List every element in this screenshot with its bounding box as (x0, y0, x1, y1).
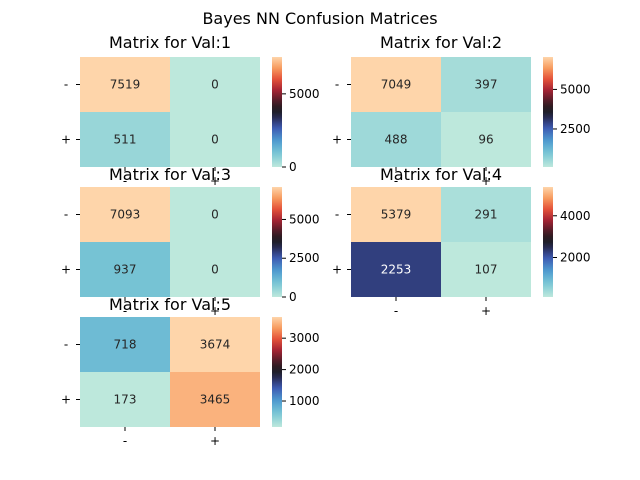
matrix-title: Matrix for Val:2 (380, 33, 502, 52)
colorbar (543, 57, 553, 167)
cell-value-label: 107 (475, 263, 498, 277)
matrix-cell (170, 242, 260, 297)
colorbar-tick-label: 2000 (289, 363, 320, 377)
matrix-cell (80, 57, 170, 112)
matrix-panel-3: Matrix for Val:3 7093 0 937 0 - + - +0 2500 5000 (61, 165, 320, 318)
y-tick-label: - (64, 78, 68, 92)
cell-value-label: 397 (475, 78, 498, 92)
cell-value-label: 7093 (110, 208, 141, 222)
colorbar-tick-label: 2000 (560, 251, 591, 265)
colorbar (543, 187, 553, 297)
x-tick-label: - (394, 304, 398, 318)
cell-value-label: 7519 (110, 78, 141, 92)
y-tick-label: - (335, 208, 339, 222)
cell-value-label: 0 (211, 208, 219, 222)
matrix-title: Matrix for Val:1 (109, 33, 231, 52)
matrix-cell (351, 242, 441, 297)
y-tick-label: + (61, 393, 71, 407)
matrix-panel-5: Matrix for Val:5 718 3674 173 3465 - + - +1000 20… (61, 295, 320, 448)
matrix-cell (80, 372, 170, 427)
cell-value-label: 3465 (200, 393, 231, 407)
colorbar-tick-label: 0 (289, 290, 297, 304)
x-tick-label: - (123, 304, 127, 318)
matrix-cell (80, 187, 170, 242)
cell-value-label: 937 (114, 263, 137, 277)
matrix-title: Matrix for Val:5 (109, 295, 231, 314)
matrix-cell (441, 242, 531, 297)
x-tick-label: + (210, 304, 220, 318)
matrix-cell (80, 242, 170, 297)
colorbar-tick-label: 3000 (289, 331, 320, 345)
cell-value-label: 511 (114, 133, 137, 147)
cell-value-label: 7049 (381, 78, 412, 92)
matrix-cell (441, 112, 531, 167)
matrix-panel-1: Matrix for Val:1 7519 0 511 0 - + - +0 5000 (61, 33, 320, 188)
y-tick-label: + (332, 133, 342, 147)
y-tick-label: - (64, 208, 68, 222)
colorbar-tick-label: 1000 (289, 394, 320, 408)
cell-value-label: 2253 (381, 263, 412, 277)
x-tick-label: + (481, 304, 491, 318)
x-tick-label: - (123, 434, 127, 448)
matrix-cell (351, 57, 441, 112)
colorbar-tick-label: 5000 (560, 82, 591, 96)
cell-value-label: 173 (114, 393, 137, 407)
x-tick-label: + (210, 174, 220, 188)
matrix-cell (441, 187, 531, 242)
matrix-cell (170, 372, 260, 427)
matrix-cell (351, 112, 441, 167)
colorbar-tick-label: 5000 (289, 212, 320, 226)
y-tick-label: - (335, 78, 339, 92)
cell-value-label: 488 (385, 133, 408, 147)
matrix-panel-4: Matrix for Val:4 5379 291 2253 107 - + - +2000 40… (332, 165, 591, 318)
y-tick-label: + (332, 263, 342, 277)
matrix-cell (170, 317, 260, 372)
colorbar-tick-label: 4000 (560, 209, 591, 223)
x-tick-label: + (481, 174, 491, 188)
cell-value-label: 5379 (381, 208, 412, 222)
figure-title: Bayes NN Confusion Matrices (202, 9, 437, 28)
cell-value-label: 0 (211, 263, 219, 277)
y-tick-label: - (64, 338, 68, 352)
colorbar-tick-label: 0 (289, 160, 297, 174)
x-tick-label: - (394, 174, 398, 188)
cell-value-label: 291 (475, 208, 498, 222)
cell-value-label: 0 (211, 133, 219, 147)
matrix-panel-2: Matrix for Val:2 7049 397 488 96 - + - +2500 5000 (332, 33, 591, 188)
matrix-cell (170, 112, 260, 167)
cell-value-label: 0 (211, 78, 219, 92)
matrix-cell (351, 187, 441, 242)
y-tick-label: + (61, 263, 71, 277)
matrix-cell (441, 57, 531, 112)
y-tick-label: + (61, 133, 71, 147)
colorbar (272, 57, 282, 167)
matrix-cell (170, 187, 260, 242)
colorbar-tick-label: 2500 (289, 251, 320, 265)
matrix-cell (80, 112, 170, 167)
x-tick-label: + (210, 434, 220, 448)
cell-value-label: 3674 (200, 338, 231, 352)
matrix-title: Matrix for Val:3 (109, 165, 231, 184)
x-tick-label: - (123, 174, 127, 188)
matrix-cell (80, 317, 170, 372)
cell-value-label: 718 (114, 338, 137, 352)
matrix-title: Matrix for Val:4 (380, 165, 502, 184)
colorbar-tick-label: 2500 (560, 122, 591, 136)
colorbar (272, 187, 282, 297)
colorbar-tick-label: 5000 (289, 87, 320, 101)
cell-value-label: 96 (478, 133, 493, 147)
colorbar (272, 317, 282, 427)
matrix-cell (170, 57, 260, 112)
